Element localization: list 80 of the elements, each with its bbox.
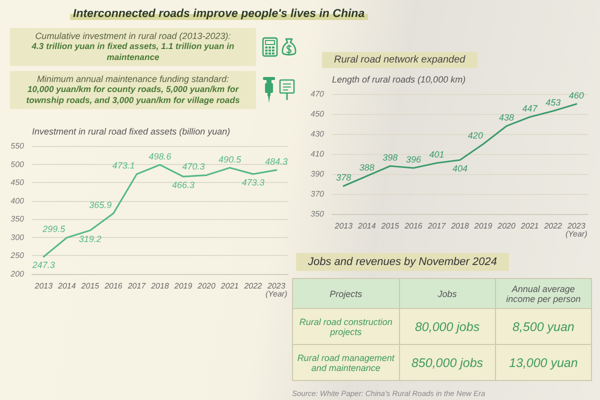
x-tick-label: 2021 [220, 282, 239, 290]
data-label: 498.6 [148, 151, 172, 162]
x-tick-label: 2022 [243, 282, 263, 290]
data-label: 398 [382, 152, 398, 162]
data-label: 420 [468, 130, 483, 140]
data-label: 247.3 [31, 260, 55, 270]
x-tick-label: 2017 [126, 282, 146, 290]
y-axis-title: Investment in rural road fixed assets (billion yuan) [32, 126, 230, 136]
y-tick-label: 410 [310, 150, 325, 158]
data-label: 453 [546, 98, 561, 108]
data-label: 484.3 [265, 156, 288, 167]
data-label: 460 [568, 90, 584, 100]
x-tick-label: 2018 [150, 282, 170, 290]
y-tick-label: 450 [10, 178, 25, 188]
y-tick-label: 350 [10, 214, 25, 224]
x-axis-title: (Year) [265, 290, 288, 298]
x-tick-label: 2023 [566, 222, 586, 230]
x-tick-label: 2023 [266, 282, 286, 290]
x-tick-label: 2021 [520, 222, 539, 230]
x-tick-label: 2013 [34, 282, 54, 290]
y-tick-label: 430 [310, 130, 325, 138]
y-tick-label: 500 [10, 160, 25, 169]
category-label: Jobs [399, 278, 496, 308]
data-label: 438 [499, 112, 514, 122]
category-label: Annual average income per person [495, 278, 592, 308]
y-tick-label: 350 [310, 210, 325, 218]
category-label: Projects [292, 278, 400, 308]
text: 13,000 yuan [509, 356, 578, 370]
data-label: 319.2 [78, 234, 102, 244]
data-label: 470.3 [182, 162, 205, 172]
data-label: 388 [359, 162, 374, 172]
x-tick-label: 2013 [334, 222, 354, 230]
data-label: 299.5 [42, 224, 66, 234]
data-label: 401 [429, 150, 444, 160]
x-tick-label: 2016 [104, 282, 123, 290]
data-label: 396 [406, 154, 421, 164]
text: 850,000 jobs [411, 356, 484, 370]
y-axis-title: Length of rural roads (10,000 km) [332, 74, 466, 84]
text: 80,000 jobs [414, 320, 480, 334]
y-tick-label: 250 [10, 251, 25, 260]
x-tick-label: 2014 [357, 222, 376, 230]
x-tick-label: 2019 [473, 222, 493, 230]
data-label: 378 [336, 172, 352, 182]
text: Interconnected roads improve people's lives in China [70, 8, 368, 20]
y-tick-label: 400 [10, 196, 25, 206]
x-tick-label: 2014 [57, 282, 76, 290]
line-series [42, 164, 278, 258]
y-tick-label: 200 [10, 270, 25, 278]
text: Minimum annual maintenance funding standard: [36, 74, 230, 84]
y-tick-label: 470 [310, 90, 325, 98]
category-label: Rural road management and maintenance [297, 352, 394, 372]
data-label: 466.3 [172, 180, 195, 190]
y-tick-label: 370 [310, 190, 325, 198]
y-tick-label: 300 [10, 232, 25, 242]
y-tick-label: 550 [10, 142, 25, 150]
x-axis-title: (Year) [565, 230, 588, 238]
text: Cumulative investment in rural road (2013-2023): [34, 31, 232, 41]
data-label: 490.5 [218, 154, 242, 164]
data-label: 473.1 [112, 160, 135, 171]
x-tick-label: 2015 [80, 282, 100, 290]
data-label: 447 [522, 104, 538, 114]
x-tick-label: 2019 [173, 282, 193, 290]
x-tick-label: 2017 [426, 222, 446, 230]
category-label: Rural road construction projects [299, 316, 392, 336]
data-label: 365.9 [89, 200, 112, 210]
text: 10,000 yuan/km for county roads, 5,000 yuan/km for township roads, and 3,000 yuan/km for village roads [25, 84, 241, 106]
data-label: 404 [452, 164, 468, 174]
text: Jobs and revenues by November 2024 [296, 253, 509, 271]
y-tick-label: 390 [310, 170, 325, 178]
chart-title: Rural road network expanded [334, 54, 466, 66]
data-label: 473.3 [242, 178, 264, 188]
x-tick-label: 2016 [404, 222, 423, 230]
text: 4.3 trillion yuan in fixed assets, 1.1 trillion yuan in maintenance [30, 41, 236, 63]
text: 8,500 yuan [512, 320, 574, 334]
x-tick-label: 2020 [496, 222, 516, 230]
y-tick-label: 450 [310, 110, 325, 118]
x-tick-label: 2015 [380, 222, 400, 230]
x-tick-label: 2022 [543, 222, 563, 230]
x-tick-label: 2020 [196, 282, 216, 290]
x-tick-label: 2018 [450, 222, 470, 230]
